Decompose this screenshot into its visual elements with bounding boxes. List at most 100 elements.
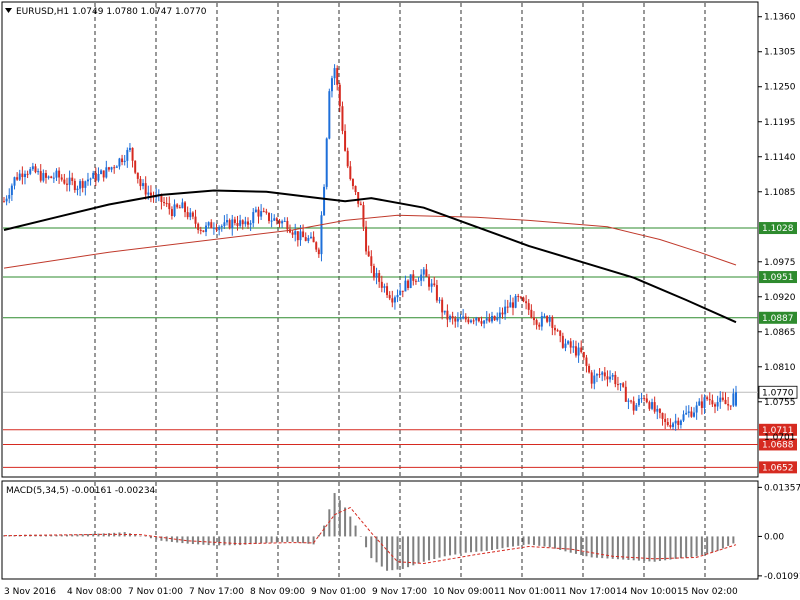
macd-histogram-bar <box>212 536 215 546</box>
candle-body <box>653 402 656 412</box>
candle-body <box>47 176 50 178</box>
candle-body <box>572 346 575 348</box>
macd-histogram-bar <box>191 536 194 545</box>
candle-body <box>18 173 21 180</box>
macd-histogram-bar <box>595 536 598 558</box>
candle-body <box>517 296 520 298</box>
candle-body <box>477 317 480 322</box>
candle-body <box>435 285 438 301</box>
macd-histogram-bar <box>107 533 110 537</box>
macd-histogram-bar <box>302 536 305 544</box>
level-label-box <box>759 222 797 235</box>
macd-histogram-bar <box>244 536 247 545</box>
candle-body <box>333 68 336 79</box>
candle-body <box>640 398 643 400</box>
macd-histogram-bar <box>622 536 625 560</box>
macd-tick-label: 0.01357 <box>764 483 800 493</box>
macd-histogram-bar <box>218 536 221 546</box>
price-levels: 1.1028 1.0951 1.0887 1.0711 1.0688 1.0652 1.07… <box>3 222 798 474</box>
level-label-box <box>759 423 797 436</box>
macd-histogram-bar <box>71 534 74 537</box>
candle-body <box>661 412 664 419</box>
candle-body <box>197 223 200 230</box>
candle-body <box>44 173 47 178</box>
macd-histogram-bar <box>601 536 604 559</box>
candle-body <box>546 316 549 322</box>
macd-histogram-bar <box>386 536 389 571</box>
candle-body <box>97 174 100 181</box>
candle-body <box>81 181 84 188</box>
candle-body <box>191 212 194 217</box>
candle-body <box>648 402 651 409</box>
candle-body <box>383 286 386 288</box>
x-tick-label: 7 Nov 17:00 <box>189 587 244 597</box>
candle-body <box>115 166 118 168</box>
candle-body <box>270 220 273 222</box>
candle-body <box>163 201 166 204</box>
candle-body <box>170 209 173 216</box>
candle-body <box>443 310 446 313</box>
macd-histogram-bar <box>475 536 478 552</box>
candle-body <box>55 170 58 178</box>
candle-body <box>616 384 619 386</box>
candle-body <box>323 186 326 216</box>
x-tick-label: 7 Nov 01:00 <box>128 587 183 597</box>
candle-body <box>273 218 276 221</box>
macd-histogram-bar <box>370 536 373 559</box>
y-tick-label: 1.0810 <box>764 363 796 373</box>
candle-body <box>677 420 680 425</box>
candle-body <box>123 160 126 163</box>
macd-histogram-bar <box>396 536 399 570</box>
dropdown-triangle-icon[interactable] <box>5 8 12 13</box>
macd-histogram-bar <box>149 536 152 539</box>
candle-body <box>315 242 318 250</box>
candle-body <box>199 229 202 231</box>
candle-body <box>286 220 289 230</box>
candle-body <box>430 283 433 287</box>
candle-body <box>121 158 124 163</box>
level-label: 1.0887 <box>762 314 794 324</box>
macd-histogram-bar <box>417 536 420 564</box>
candle-body <box>349 166 352 180</box>
level-label: 1.1028 <box>762 224 794 234</box>
candle-body <box>257 209 260 217</box>
candle-body <box>561 335 564 348</box>
candle-body <box>412 274 415 281</box>
candle-body <box>380 281 383 288</box>
macd-histogram-bar <box>144 536 147 537</box>
candle-body <box>624 386 627 402</box>
candle-body <box>645 398 648 403</box>
candle-body <box>288 229 291 233</box>
macd-histogram-bar <box>496 536 499 550</box>
candle-body <box>378 273 381 282</box>
macd-histogram-bar <box>375 536 378 563</box>
macd-histogram-bar <box>454 536 457 555</box>
macd-histogram-bar <box>286 536 289 543</box>
candle-body <box>703 397 706 408</box>
candle-body <box>267 212 270 221</box>
candle-body <box>212 227 215 229</box>
macd-histogram-bar <box>470 536 473 553</box>
candle-body <box>173 204 176 216</box>
macd-histogram-bar <box>312 536 315 545</box>
candle-body <box>189 212 192 218</box>
macd-histogram-bar <box>522 536 525 546</box>
macd-histogram-bar <box>186 536 189 544</box>
candle-body <box>34 166 37 173</box>
macd-histogram-bar <box>233 536 236 546</box>
macd-histogram-bar <box>627 536 630 560</box>
macd-histogram-bar <box>239 536 242 546</box>
candle-body <box>262 211 265 213</box>
candle-body <box>13 177 16 186</box>
candle-body <box>527 303 530 310</box>
macd-histogram-bar <box>265 536 268 543</box>
candle-body <box>233 219 236 223</box>
candle-body <box>664 418 667 423</box>
candle-body <box>375 273 378 278</box>
candle-body <box>113 167 116 169</box>
candle-body <box>540 316 543 327</box>
candle-body <box>706 397 709 400</box>
candle-body <box>244 221 247 225</box>
candle-body <box>580 347 583 353</box>
